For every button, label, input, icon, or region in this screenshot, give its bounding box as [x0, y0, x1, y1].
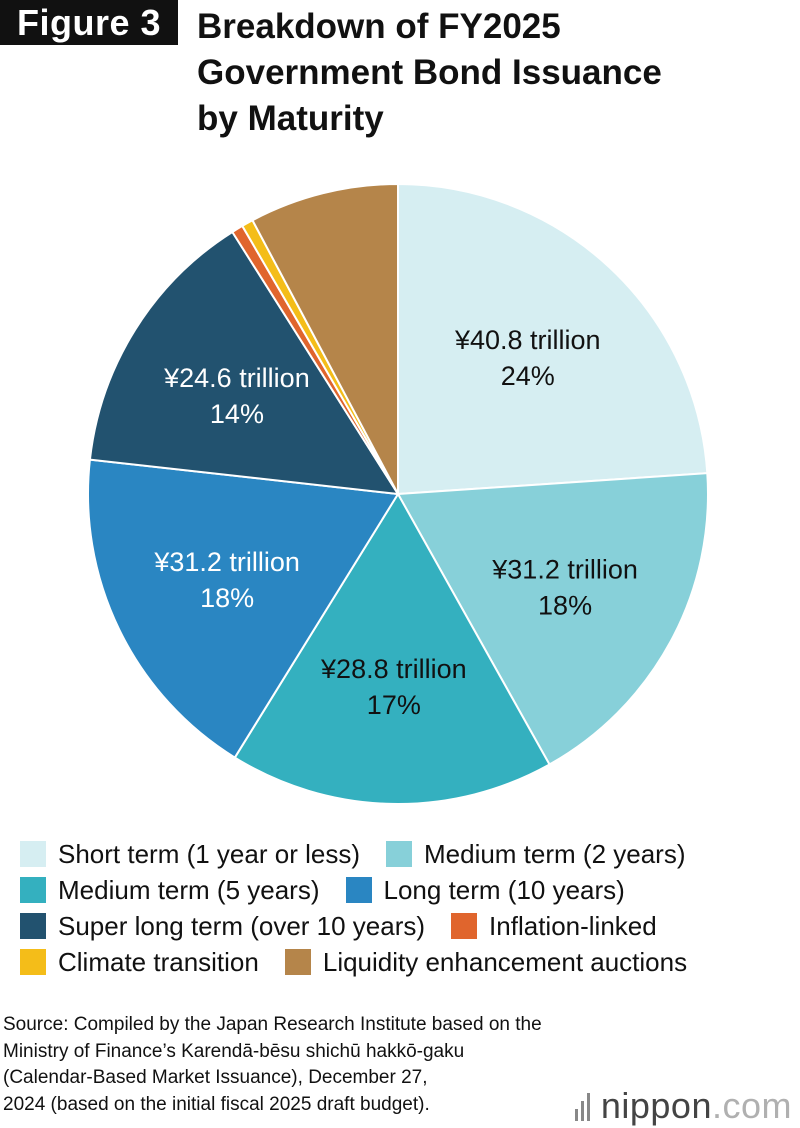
pie-chart: ¥40.8 trillion 24% ¥31.2 trillion 18% ¥28.8 … — [87, 182, 709, 805]
legend-row: Super long term (over 10 years) Inflatio… — [20, 908, 800, 944]
pie-slice-liquidity-enhancement-auctions — [251, 182, 399, 495]
legend-item-super-long-term: Super long term (over 10 years) — [20, 909, 425, 944]
legend-label: Liquidity enhancement auctions — [322, 946, 688, 977]
legend-item-inflation-linked: Inflation-linked — [451, 909, 657, 944]
pie-slice-long-term-10-years — [87, 458, 400, 759]
slice-percent-label: 14% — [210, 399, 264, 429]
nippon-logo: nippon. com — [574, 1085, 792, 1127]
slice-percent-label: 18% — [200, 583, 254, 613]
legend-label: Medium term (2 years) — [423, 838, 686, 869]
legend-row: Medium term (5 years) Long term (10 year… — [20, 872, 800, 908]
legend-swatch — [20, 913, 46, 939]
legend-item-medium-term-5y: Medium term (5 years) — [20, 873, 320, 908]
pie-slice-short-term-1-year-or-less — [397, 182, 709, 496]
legend-swatch — [284, 949, 311, 975]
legend-label: Super long term (over 10 years) — [58, 910, 426, 941]
logo-name: nippon — [600, 1085, 712, 1126]
logo-bars-icon — [574, 1091, 593, 1121]
legend-swatch — [20, 841, 46, 867]
figure-label: Figure 3 — [0, 0, 178, 45]
legend-item-climate-transition: Climate transition — [20, 945, 259, 980]
slice-amount-label: ¥31.2 trillion — [491, 554, 638, 584]
legend-item-liquidity-enhancement: Liquidity enhancement auctions — [284, 945, 688, 980]
source-note: Source: Compiled by the Japan Research I… — [3, 1014, 542, 1115]
slice-percent-label: 24% — [501, 361, 555, 391]
legend-label: Inflation-linked — [489, 910, 657, 941]
slice-amount-label: ¥28.8 trillion — [320, 654, 467, 684]
pie-slice-medium-term-2-years — [396, 472, 709, 766]
legend-label: Long term (10 years) — [383, 874, 625, 905]
chart-title: Breakdown of FY2025 Government Bond Issu… — [197, 7, 662, 138]
legend-swatch — [20, 877, 46, 903]
slice-amount-label: ¥40.8 trillion — [454, 325, 601, 355]
pie-slice-super-long-term-over-10-years — [88, 230, 400, 496]
legend-swatch — [451, 913, 478, 939]
legend-row: Climate transition Liquidity enhancement… — [20, 944, 800, 980]
legend-label: Climate transition — [58, 946, 259, 977]
legend-item-medium-term-2y: Medium term (2 years) — [385, 837, 686, 872]
logo-dot: . — [711, 1085, 723, 1126]
legend-swatch — [345, 877, 372, 903]
legend-swatch — [20, 949, 46, 975]
legend-label: Short term (1 year or less) — [58, 838, 360, 869]
legend-item-short-term: Short term (1 year or less) — [20, 837, 360, 872]
legend-row: Short term (1 year or less) Medium term … — [20, 836, 800, 872]
legend-item-long-term: Long term (10 years) — [345, 873, 625, 908]
slice-amount-label: ¥31.2 trillion — [153, 547, 300, 577]
slice-percent-label: 17% — [367, 690, 421, 720]
slice-amount-label: ¥24.6 trillion — [163, 363, 310, 393]
legend-swatch — [385, 841, 412, 867]
pie-slice-medium-term-5-years — [233, 492, 551, 805]
legend-label: Medium term (5 years) — [58, 874, 320, 905]
slice-percent-label: 18% — [538, 590, 592, 620]
legend: Short term (1 year or less) Medium term … — [20, 836, 800, 980]
logo-tld: com — [722, 1085, 792, 1126]
